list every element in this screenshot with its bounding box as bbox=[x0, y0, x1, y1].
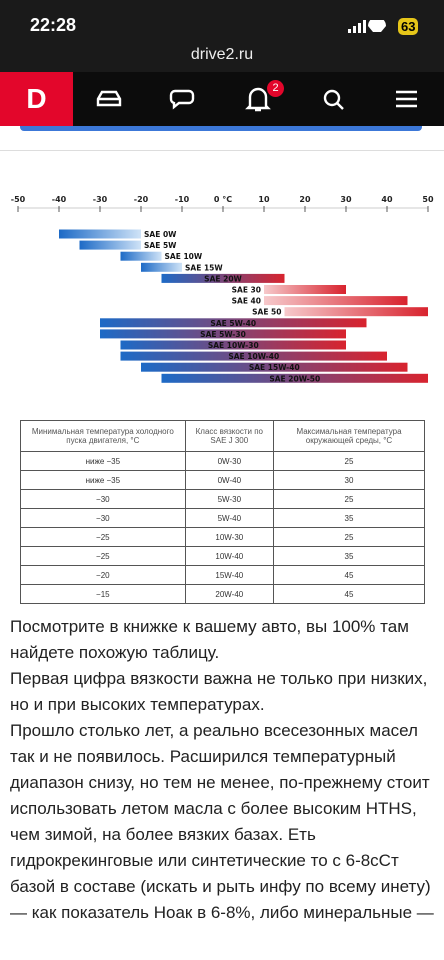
notification-badge: 2 bbox=[267, 80, 284, 97]
bar-label: SAE 20W-50 bbox=[269, 374, 320, 383]
bar-label: SAE 50 bbox=[252, 308, 281, 317]
table-cell: 20W-40 bbox=[184, 584, 274, 604]
bar-label: SAE 15W-40 bbox=[249, 363, 300, 372]
nav-bar: D 2 bbox=[0, 72, 444, 126]
table-cell: 30 bbox=[272, 470, 426, 490]
article: Посмотрите в книжке к вашему авто, вы 10… bbox=[10, 614, 438, 926]
table-cell: 45 bbox=[272, 584, 426, 604]
table-cell: −20 bbox=[20, 565, 186, 585]
table-cell: 45 bbox=[272, 565, 426, 585]
table-cell: 35 bbox=[272, 508, 426, 528]
table-cell: ниже −35 bbox=[20, 451, 186, 471]
chat-icon[interactable] bbox=[169, 89, 195, 110]
url[interactable]: drive2.ru bbox=[190, 46, 254, 63]
table-cell: −30 bbox=[20, 489, 186, 509]
paragraph: Первая цифра вязкости важна не только пр… bbox=[10, 669, 428, 714]
range-bar bbox=[79, 240, 141, 250]
range-bar bbox=[120, 251, 162, 261]
viscosity-table: Минимальная температура холодного пуска … bbox=[20, 420, 426, 604]
x-tick-label: 30 bbox=[340, 195, 352, 204]
range-bar bbox=[141, 262, 182, 272]
table-cell: 5W-30 bbox=[184, 489, 274, 509]
time: 22:28 bbox=[30, 15, 77, 35]
bar-label: SAE 5W-40 bbox=[210, 319, 256, 328]
bar-label: SAE 5W-30 bbox=[200, 330, 246, 339]
table-cell: 25 bbox=[272, 489, 426, 509]
logo[interactable]: D bbox=[0, 72, 73, 126]
range-bar bbox=[120, 340, 346, 350]
bar-label: SAE 10W-40 bbox=[228, 352, 279, 361]
button-edge bbox=[20, 126, 422, 131]
table-row: ниже −35 0W-40 30 bbox=[20, 470, 426, 490]
table-cell: −25 bbox=[20, 546, 186, 566]
table-row: −25 10W-40 35 bbox=[20, 546, 426, 566]
x-tick-label: -50 bbox=[11, 195, 26, 204]
table-cell: −30 bbox=[20, 508, 186, 528]
nav-icons bbox=[96, 87, 417, 112]
table-row: −25 10W-30 25 bbox=[20, 527, 426, 547]
paragraph: Прошло столько лет, а реально всесезонны… bbox=[10, 721, 434, 922]
battery: 63 bbox=[398, 18, 419, 35]
x-tick-label: 20 bbox=[299, 195, 311, 204]
x-tick-label: 10 bbox=[258, 195, 270, 204]
range-bar bbox=[284, 307, 428, 317]
table-cell: 35 bbox=[272, 546, 426, 566]
header-cell: Максимальная температура окружающей сред… bbox=[272, 420, 426, 452]
bar-label: SAE 10W-30 bbox=[208, 341, 259, 350]
divider bbox=[0, 150, 444, 151]
status-bar: 22:28 63 drive2.ru bbox=[0, 0, 444, 72]
bar-label: SAE 10W bbox=[165, 252, 203, 261]
range-bar bbox=[120, 351, 387, 361]
bar-label: SAE 30 bbox=[232, 286, 261, 295]
range-bar bbox=[264, 285, 346, 294]
car-icon[interactable] bbox=[96, 90, 122, 107]
range-bar bbox=[100, 318, 367, 328]
bar-label: SAE 15W bbox=[185, 263, 223, 272]
table-row: −30 5W-40 35 bbox=[20, 508, 426, 528]
x-tick-label: 50 bbox=[422, 195, 434, 204]
table-cell: 10W-30 bbox=[184, 527, 274, 547]
table-cell: −15 bbox=[20, 584, 186, 604]
x-tick-label: -20 bbox=[134, 195, 149, 204]
bar-label: SAE 40 bbox=[232, 297, 261, 306]
header-cell: Минимальная температура холодного пуска … bbox=[20, 420, 186, 452]
range-bar bbox=[141, 362, 408, 372]
search-icon[interactable] bbox=[323, 89, 341, 107]
bar-label: SAE 0W bbox=[144, 230, 177, 239]
range-bar bbox=[59, 229, 141, 239]
table-cell: 0W-30 bbox=[184, 451, 274, 471]
table-cell: 15W-40 bbox=[184, 565, 274, 585]
range-bar bbox=[161, 273, 285, 283]
table-cell: 10W-40 bbox=[184, 546, 274, 566]
table-cell: 5W-40 bbox=[184, 508, 274, 528]
bell-icon[interactable] bbox=[245, 87, 271, 112]
range-bar bbox=[264, 296, 408, 306]
table-row: −20 15W-40 45 bbox=[20, 565, 426, 585]
range-bar bbox=[161, 373, 428, 383]
x-tick-label: -40 bbox=[52, 195, 67, 204]
viscosity-chart: -50 -40 -30 -20 -10 0 °C 10 20 30 40 50 SAE 0W SAE 5… bbox=[11, 195, 434, 383]
table-row: −15 20W-40 45 bbox=[20, 584, 426, 604]
x-tick-label: 0 °C bbox=[214, 195, 232, 204]
range-bar bbox=[100, 329, 346, 339]
signal-icons bbox=[348, 20, 386, 33]
table-cell: 25 bbox=[272, 527, 426, 547]
table-cell: −25 bbox=[20, 527, 186, 547]
paragraph: Посмотрите в книжке к вашему авто, вы 10… bbox=[10, 617, 409, 662]
table-row: −30 5W-30 25 bbox=[20, 489, 426, 509]
table-cell: ниже −35 bbox=[20, 470, 186, 490]
table-row: ниже −35 0W-30 25 bbox=[20, 451, 426, 471]
x-tick-label: -10 bbox=[175, 195, 190, 204]
bar-label: SAE 5W bbox=[144, 241, 177, 250]
header-cell: Класс вязкости по SAE J 300 bbox=[184, 420, 274, 452]
table-cell: 25 bbox=[272, 451, 426, 471]
table-cell: 0W-40 bbox=[184, 470, 274, 490]
bar-label: SAE 20W bbox=[204, 274, 242, 283]
menu-icon[interactable] bbox=[396, 90, 417, 108]
x-tick-label: 40 bbox=[381, 195, 393, 204]
x-tick-label: -30 bbox=[93, 195, 108, 204]
